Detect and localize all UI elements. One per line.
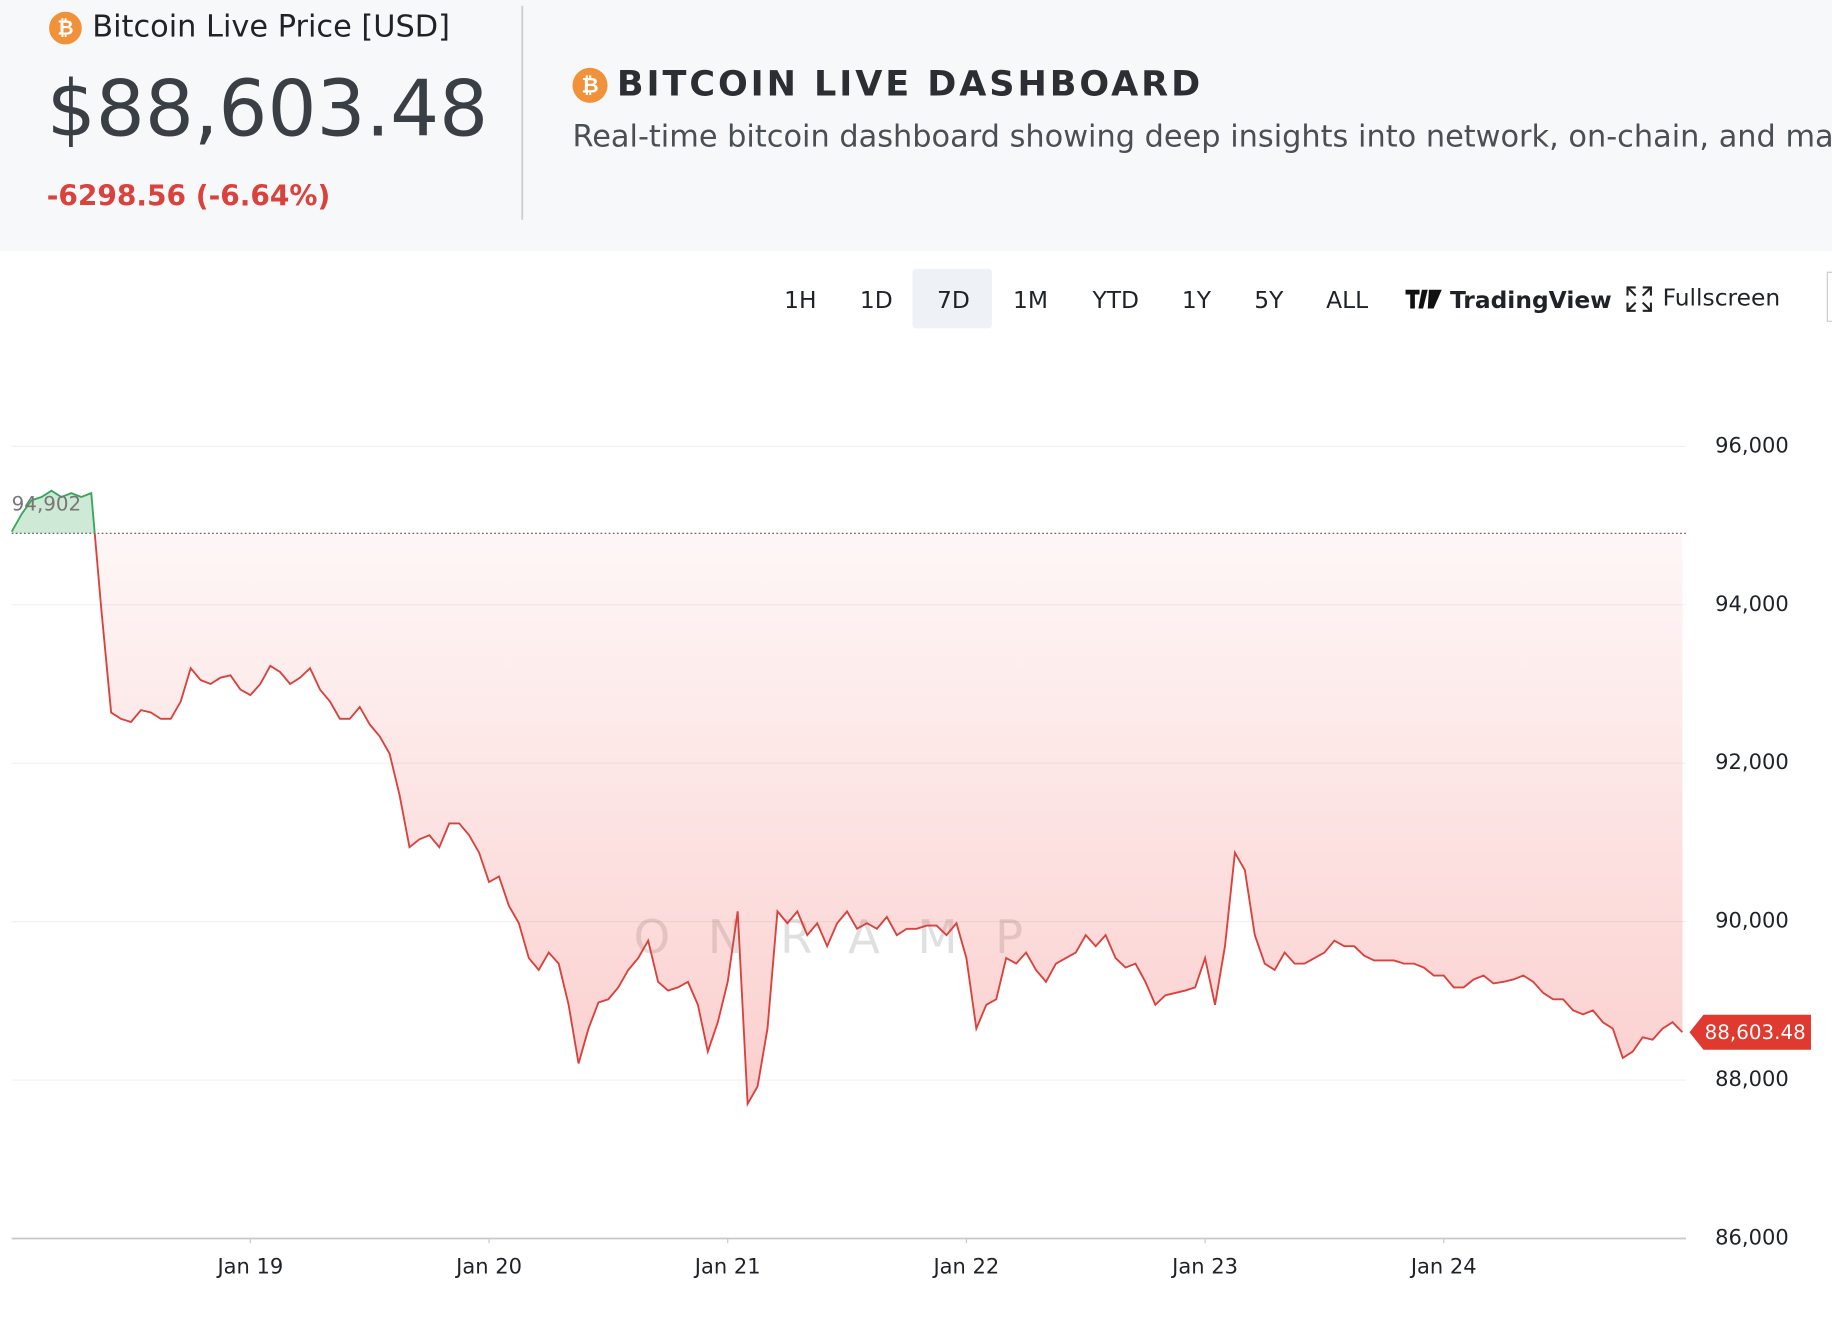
price-line bbox=[93, 533, 1684, 1108]
fullscreen-label: Fullscreen bbox=[1663, 284, 1781, 312]
fullscreen-icon bbox=[1626, 286, 1652, 312]
range-label: 1M bbox=[1013, 286, 1048, 314]
range-label: 7D bbox=[937, 286, 970, 314]
edge-box bbox=[1826, 271, 1832, 322]
selected-range-bg bbox=[912, 268, 992, 329]
range-button[interactable]: 1Y bbox=[1182, 286, 1212, 314]
range-label: 1Y bbox=[1182, 286, 1212, 314]
range-button[interactable]: 5Y bbox=[1254, 286, 1284, 314]
y-tick-label: 86,000 bbox=[1715, 1225, 1789, 1250]
last-price-tag bbox=[1689, 1014, 1811, 1050]
chart: 86,000 88,000 90,000 92,000 94,000 96,000 Jan … bbox=[10, 432, 1811, 1279]
tradingview-label: TradingView bbox=[1450, 286, 1612, 314]
header-bg bbox=[0, 0, 1832, 252]
y-tick-label: 96,000 bbox=[1715, 432, 1789, 457]
baseline-label: 94,902 bbox=[12, 492, 82, 515]
range-label: ALL bbox=[1326, 286, 1368, 314]
y-tick-label: 94,000 bbox=[1715, 591, 1789, 616]
y-tick-label: 88,000 bbox=[1715, 1066, 1789, 1091]
x-tick-label: Jan 23 bbox=[1170, 1254, 1238, 1279]
tradingview-logo bbox=[1405, 289, 1442, 309]
x-tick-label: Jan 24 bbox=[1409, 1254, 1477, 1279]
price: $88,603.48 bbox=[47, 65, 489, 155]
x-tick-label: Jan 20 bbox=[454, 1254, 522, 1279]
range-label: 1H bbox=[784, 286, 816, 314]
x-tick-label: Jan 19 bbox=[215, 1254, 283, 1279]
tradingview-button[interactable]: TradingView bbox=[1405, 286, 1612, 314]
y-tick-label: 92,000 bbox=[1715, 749, 1789, 774]
btc-icon bbox=[49, 11, 82, 45]
range-label: 1D bbox=[860, 286, 893, 314]
toolbar: 1H 1D 7D 1M YTD 1Y 5Y ALL bbox=[784, 286, 1368, 314]
range-button[interactable]: YTD bbox=[1092, 286, 1140, 314]
range-button[interactable]: 1M bbox=[1013, 286, 1048, 314]
last-price-label: 88,603.48 bbox=[1705, 1021, 1806, 1044]
price-change: -6298.56 (-6.64%) bbox=[47, 179, 331, 212]
range-button[interactable]: 7D bbox=[937, 286, 970, 314]
btc-icon-glyph: ₿ bbox=[581, 72, 598, 97]
range-button[interactable]: 1D bbox=[860, 286, 893, 314]
range-button[interactable]: ALL bbox=[1326, 286, 1368, 314]
btc-icon bbox=[572, 67, 608, 103]
range-button[interactable]: 1H bbox=[784, 286, 816, 314]
y-tick-label: 90,000 bbox=[1715, 908, 1789, 933]
area-below bbox=[94, 533, 1683, 1104]
dashboard-title: BITCOIN LIVE DASHBOARD bbox=[617, 63, 1203, 104]
fullscreen-button[interactable]: Fullscreen bbox=[1626, 284, 1781, 312]
dashboard-subtitle: Real-time bitcoin dashboard showing deep… bbox=[572, 119, 1832, 154]
x-tick-label: Jan 21 bbox=[693, 1254, 761, 1279]
range-label: 5Y bbox=[1254, 286, 1284, 314]
btc-icon-glyph: ₿ bbox=[57, 17, 73, 40]
price-label: Bitcoin Live Price [USD] bbox=[92, 10, 450, 45]
x-tick-label: Jan 22 bbox=[931, 1254, 999, 1279]
range-label: YTD bbox=[1092, 286, 1140, 314]
